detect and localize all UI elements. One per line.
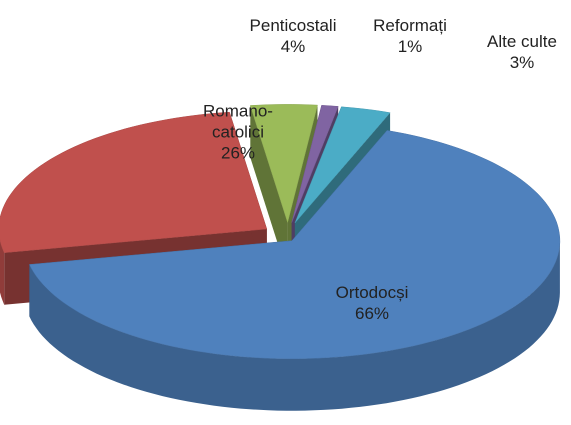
- slice: [29, 130, 561, 359]
- slice-side: [250, 105, 288, 275]
- value-label: 3%: [509, 53, 535, 72]
- value-label: 66%: [354, 304, 390, 323]
- category-label: Romano-catolici: [203, 101, 273, 142]
- category-label: Reformați: [373, 16, 447, 35]
- category-label: Ortodocși: [335, 283, 409, 302]
- category-label: Alte culte: [487, 32, 557, 51]
- slice-side: [0, 240, 5, 305]
- slice-label: Ortodocși 66%: [336, 282, 409, 324]
- slice: [291, 105, 339, 223]
- slice-side: [29, 240, 560, 411]
- slice-label: Reformați 1%: [373, 15, 447, 57]
- slice-label: Romano-catolici 26%: [197, 101, 279, 164]
- value-label: 1%: [397, 37, 423, 56]
- slice: [249, 104, 318, 224]
- value-label: 26%: [220, 143, 256, 163]
- value-label: 4%: [280, 37, 306, 56]
- slice-label: Penticostali 4%: [250, 15, 337, 57]
- slice: [0, 111, 268, 253]
- slice-label: Alte culte 3%: [487, 31, 557, 73]
- category-label: Penticostali: [249, 16, 337, 35]
- slice: [294, 106, 391, 224]
